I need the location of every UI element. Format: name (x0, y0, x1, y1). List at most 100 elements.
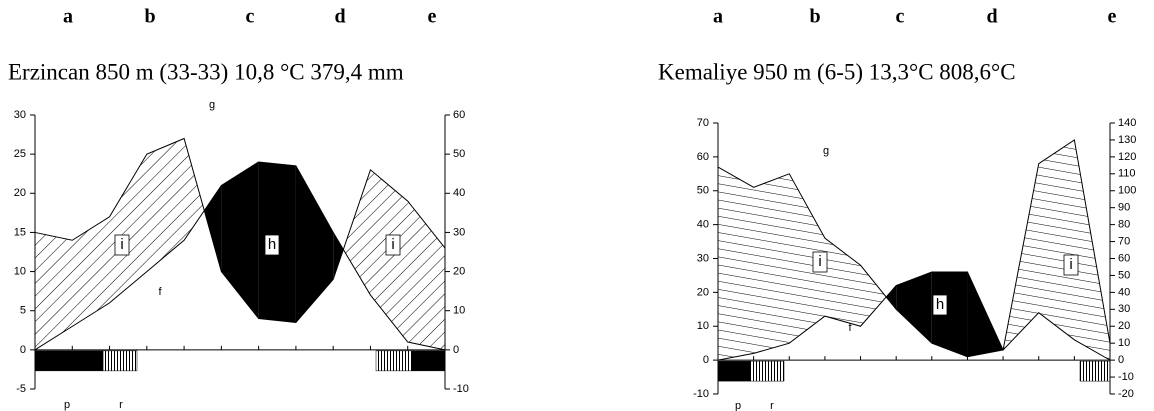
y-tick-label: -10 (693, 388, 709, 400)
column-letter: c (246, 6, 255, 28)
area (35, 232, 73, 350)
y-tick-label: 0 (703, 354, 709, 366)
annotation: i (120, 236, 123, 253)
y2-tick-label: 40 (453, 187, 465, 199)
y2-tick-label: 30 (1118, 303, 1130, 315)
y2-tick-label: 120 (1118, 151, 1136, 163)
annotation: i (1069, 256, 1072, 273)
y-tick-label: 30 (14, 109, 26, 121)
column-letter: a (713, 6, 723, 28)
y2-tick-label: 50 (453, 148, 465, 160)
area (1074, 139, 1110, 361)
series-line (717, 271, 1111, 361)
y-tick-label: 50 (697, 185, 709, 197)
y2-tick-label: 140 (1118, 117, 1136, 129)
area (72, 216, 110, 327)
y2-tick-label: 0 (1118, 354, 1124, 366)
label-box (114, 234, 130, 256)
chart-title: Erzincan 850 m (33-33) 10,8 °C 379,4 mm (8, 59, 404, 84)
frost-bar (717, 360, 751, 382)
area (886, 285, 897, 310)
y2-tick-label: 0 (453, 344, 459, 356)
area (896, 272, 932, 344)
area (146, 138, 185, 272)
frost-bar (102, 350, 138, 372)
column-letter: e (428, 6, 437, 28)
series-line (34, 137, 446, 323)
y2-tick-label: 80 (1118, 219, 1130, 231)
y2-tick-label: 40 (1118, 286, 1130, 298)
y-tick-label: 30 (697, 252, 709, 264)
y2-tick-label: -10 (453, 383, 469, 395)
y-tick-label: 20 (14, 187, 26, 199)
area (343, 169, 371, 296)
y2-tick-label: 30 (453, 226, 465, 238)
annotation: p (64, 399, 70, 411)
y2-tick-label: 100 (1118, 185, 1136, 197)
column-letter: b (144, 6, 155, 28)
column-letter: d (334, 6, 345, 28)
y2-tick-label: 60 (1118, 252, 1130, 264)
frost-bar (1079, 360, 1111, 382)
label-box (932, 294, 948, 316)
y-tick-label: 20 (697, 286, 709, 298)
annotation: i (391, 236, 394, 253)
y2-tick-label: 50 (1118, 269, 1130, 281)
area (789, 173, 825, 344)
annotation: g (209, 99, 215, 111)
y2-tick-label: 60 (453, 109, 465, 121)
y-tick-label: 10 (14, 265, 26, 277)
frost-bar (34, 350, 104, 372)
y2-tick-label: 10 (1118, 337, 1130, 349)
y2-tick-label: 10 (453, 305, 465, 317)
area (109, 154, 147, 303)
area (824, 238, 861, 327)
annotation: p (735, 400, 741, 411)
column-letter: a (63, 6, 73, 28)
label-box (1063, 254, 1079, 276)
y-tick-label: 0 (20, 344, 26, 356)
y-tick-label: 60 (697, 151, 709, 163)
annotation: i (818, 253, 821, 270)
label-box (264, 234, 280, 256)
y-tick-label: 40 (697, 219, 709, 231)
annotation: h (268, 236, 276, 253)
frost-bar (411, 350, 446, 372)
y2-tick-label: 20 (453, 265, 465, 277)
label-box (812, 251, 828, 273)
y2-tick-label: 130 (1118, 134, 1136, 146)
area (295, 165, 334, 323)
area (184, 138, 205, 241)
frost-bar (375, 350, 413, 372)
y2-tick-label: 110 (1118, 168, 1136, 180)
annotation: r (119, 399, 123, 411)
area (1038, 139, 1075, 340)
y2-tick-label: -20 (1118, 388, 1134, 400)
annotation: g (823, 145, 829, 157)
area (967, 272, 1004, 357)
area (333, 232, 344, 280)
column-letter: e (1108, 6, 1117, 28)
area (221, 161, 259, 319)
annotation: f (848, 322, 852, 334)
y-tick-label: 25 (14, 148, 26, 160)
area (931, 272, 968, 357)
area (370, 169, 408, 343)
frost-bar (749, 360, 785, 382)
area (860, 265, 887, 327)
area (204, 185, 222, 272)
y-tick-label: 10 (697, 320, 709, 332)
annotation: h (936, 296, 944, 313)
area (753, 173, 790, 354)
chart-title: Kemaliye 950 m (6-5) 13,3°C 808,6°C (658, 59, 1016, 84)
y-tick-label: 70 (697, 117, 709, 129)
y2-tick-label: -10 (1118, 371, 1134, 383)
column-letter: c (896, 6, 905, 28)
column-letter: d (986, 6, 997, 28)
y-tick-label: 15 (14, 226, 26, 238)
label-box (385, 234, 401, 256)
y2-tick-label: 90 (1118, 202, 1130, 214)
area (718, 167, 754, 361)
y-tick-label: 5 (20, 305, 26, 317)
